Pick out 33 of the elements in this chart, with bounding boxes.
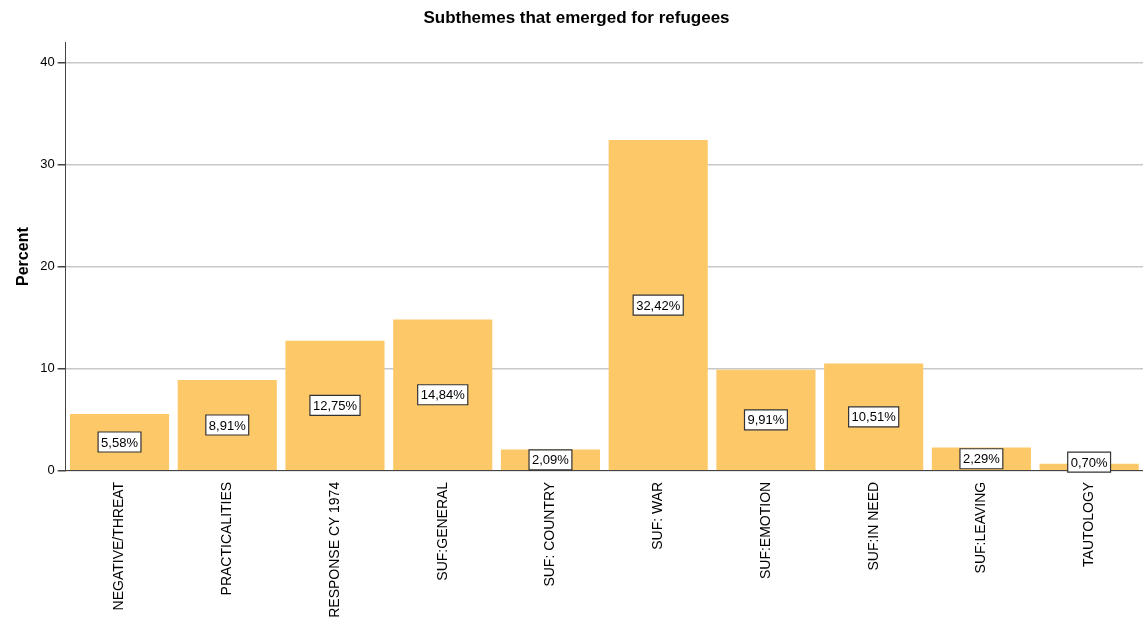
data-label: 5,58% [101, 434, 139, 450]
x-tick-label: TAUTOLOGY [1079, 481, 1096, 567]
data-label: 8,91% [208, 417, 247, 433]
data-label: 2,29% [962, 451, 1001, 467]
x-tick-label: SUF: WAR [649, 481, 666, 550]
x-tick-label: SUF:EMOTION [756, 481, 773, 580]
bar [716, 369, 816, 471]
y-tick-label: 20 [40, 258, 55, 274]
x-tick-label: PRACTICALITIES [218, 481, 235, 596]
y-axis-title: Percent [14, 226, 32, 286]
data-label: 9,91% [747, 412, 785, 428]
bar [177, 379, 277, 471]
data-label: 32,42% [636, 297, 681, 313]
x-tick-label: SUF: COUNTRY [541, 481, 558, 587]
y-tick-label: 10 [40, 360, 55, 376]
data-label: 0,70% [1070, 454, 1108, 470]
x-tick-label: SUF:LEAVING [972, 481, 989, 574]
bar [608, 140, 708, 471]
bar [824, 363, 924, 471]
bar [393, 319, 493, 471]
y-tick-label: 0 [47, 462, 55, 478]
data-label: 2,09% [532, 452, 570, 468]
data-label: 12,75% [312, 398, 358, 413]
y-tick-label: 40 [40, 54, 55, 70]
x-tick-label: RESPONSE CY 1974 [325, 481, 342, 618]
data-label: 14,84% [420, 387, 466, 403]
x-tick-label: SUF:IN NEED [864, 481, 881, 571]
y-tick-label: 30 [40, 156, 55, 172]
data-label: 10,51% [851, 409, 897, 425]
x-tick-label: SUF:GENERAL [433, 481, 450, 581]
chart-title: Subthemes that emerged for refugees [423, 7, 730, 27]
x-tick-label: NEGATIVE/THREAT [110, 481, 127, 611]
bar [285, 340, 385, 471]
